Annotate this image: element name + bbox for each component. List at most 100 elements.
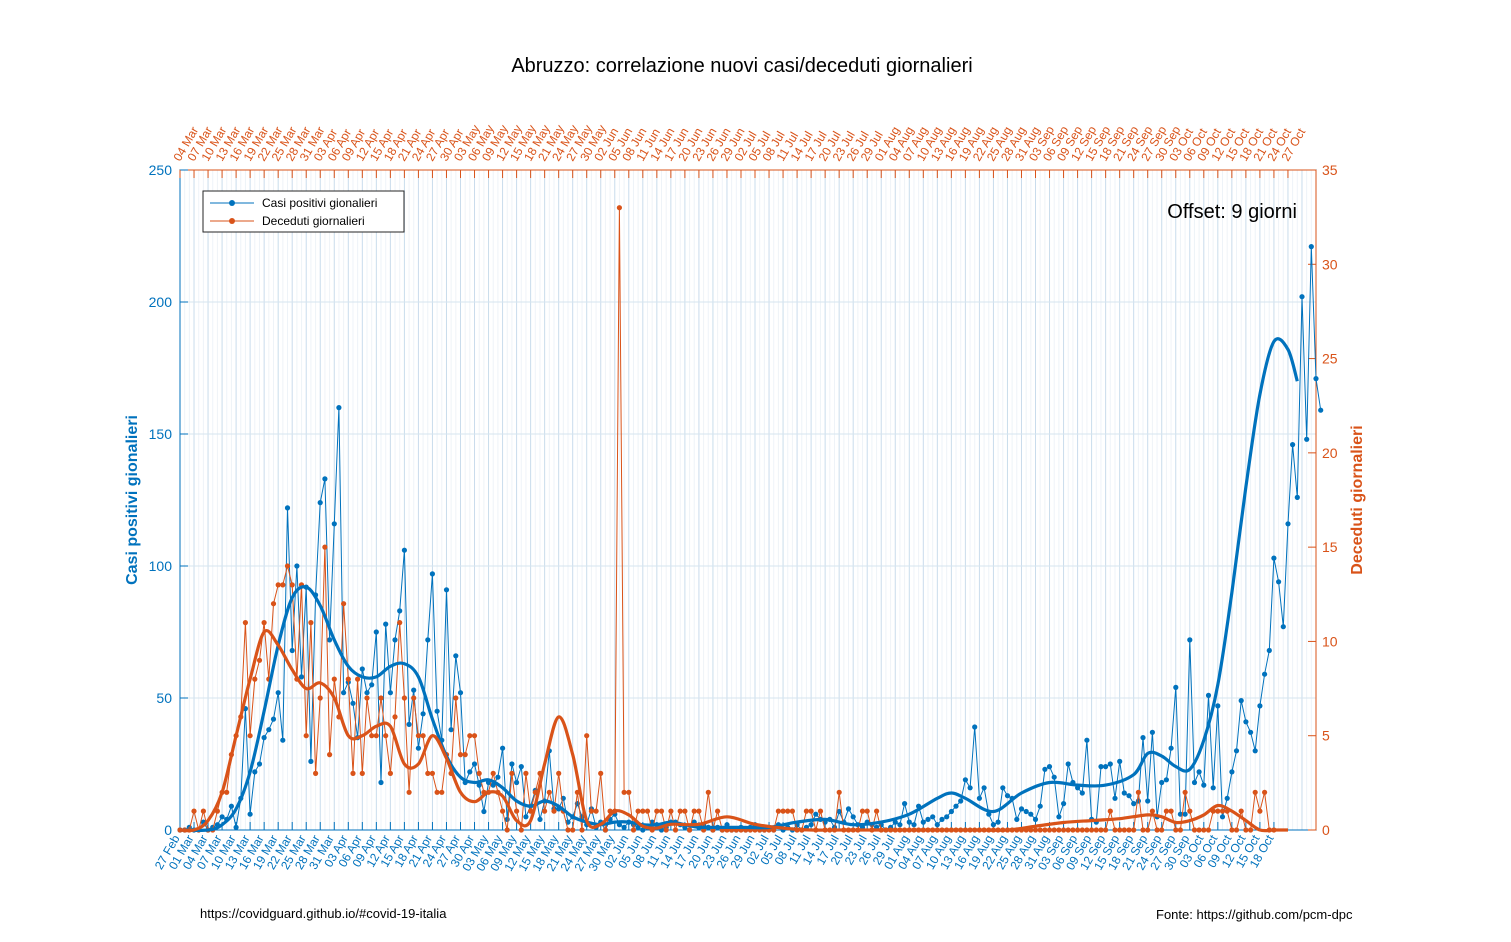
- data-point-cases: [1084, 737, 1090, 743]
- data-point-cases: [266, 727, 272, 733]
- y-tick-label-right: 35: [1322, 162, 1338, 178]
- data-point-cases: [1018, 806, 1025, 812]
- data-point-cases: [331, 521, 337, 527]
- data-point-cases: [1276, 579, 1282, 585]
- data-point-cases: [1112, 795, 1118, 801]
- data-point-deaths: [1075, 827, 1081, 833]
- data-point-cases: [1065, 761, 1071, 767]
- data-point-cases: [1023, 808, 1029, 815]
- data-point-deaths: [588, 808, 595, 814]
- data-point-cases: [256, 761, 263, 767]
- data-point-cases: [397, 608, 403, 614]
- y-tick-label-right: 15: [1322, 539, 1338, 555]
- data-point-deaths: [1084, 827, 1090, 833]
- data-point-cases: [387, 690, 393, 696]
- data-point-cases: [378, 779, 384, 786]
- data-point-deaths: [467, 733, 473, 739]
- data-point-deaths: [565, 827, 571, 833]
- data-point-cases: [1201, 782, 1207, 788]
- data-point-deaths: [476, 770, 482, 777]
- data-point-deaths: [616, 205, 623, 211]
- data-point-cases: [294, 563, 300, 569]
- data-point-cases: [252, 769, 258, 775]
- data-point-deaths: [1046, 827, 1053, 833]
- data-point-cases: [1318, 407, 1324, 413]
- y-axis-left-label: Casi positivi gionalieri: [124, 415, 141, 585]
- data-point-deaths: [691, 808, 697, 814]
- data-point-deaths: [364, 695, 370, 701]
- data-point-cases: [1042, 766, 1048, 772]
- data-point-cases: [1238, 698, 1244, 704]
- data-point-cases: [836, 808, 842, 815]
- data-point-cases: [944, 814, 950, 820]
- data-point-deaths: [1065, 827, 1071, 833]
- data-point-deaths: [275, 582, 281, 588]
- data-point-deaths: [523, 770, 529, 777]
- data-point-deaths: [509, 770, 515, 777]
- data-point-cases: [1000, 785, 1006, 791]
- data-point-cases: [906, 819, 912, 825]
- data-point-deaths: [355, 676, 361, 682]
- data-point-cases: [476, 782, 482, 788]
- data-point-cases: [1224, 795, 1230, 801]
- data-point-deaths: [439, 789, 445, 795]
- data-point-cases: [1028, 811, 1034, 817]
- data-point-deaths: [457, 752, 464, 758]
- data-point-deaths: [579, 827, 585, 833]
- data-point-deaths: [420, 733, 426, 739]
- data-point-deaths: [1079, 827, 1085, 833]
- data-point-deaths: [775, 808, 782, 814]
- data-point-cases: [523, 814, 529, 820]
- y-tick-label-left: 50: [156, 690, 172, 706]
- data-point-deaths: [345, 676, 351, 682]
- data-point-deaths: [542, 808, 548, 814]
- offset-annotation: Offset: 9 giorni: [1167, 201, 1297, 223]
- data-point-cases: [247, 811, 253, 817]
- data-point-cases: [1252, 748, 1258, 754]
- data-point-cases: [1233, 748, 1240, 754]
- y-tick-label-left: 0: [164, 822, 172, 838]
- data-point-cases: [850, 814, 856, 820]
- data-point-deaths: [1163, 808, 1169, 814]
- footer-data-source[interactable]: Fonte: https://github.com/pcm-dpc: [1156, 907, 1353, 922]
- data-point-cases: [1056, 814, 1062, 820]
- data-point-deaths: [280, 582, 286, 588]
- data-point-cases: [415, 745, 421, 751]
- data-point-cases: [1061, 801, 1067, 807]
- data-point-cases: [1215, 703, 1221, 709]
- data-point-cases: [1229, 769, 1235, 775]
- data-point-cases: [392, 637, 398, 643]
- data-point-cases: [1135, 798, 1141, 804]
- trend-line-cases: [179, 337, 1299, 832]
- data-point-cases: [514, 779, 520, 786]
- data-point-cases: [537, 816, 543, 823]
- data-point-deaths: [672, 827, 679, 833]
- data-point-deaths: [696, 808, 702, 814]
- data-point-cases: [233, 824, 239, 831]
- data-point-cases: [635, 824, 641, 831]
- data-point-deaths: [677, 808, 683, 814]
- data-point-deaths: [1215, 808, 1221, 814]
- data-point-deaths: [1037, 827, 1043, 833]
- data-point-cases: [1159, 779, 1165, 786]
- data-point-deaths: [242, 620, 248, 626]
- data-point-cases: [1182, 811, 1188, 817]
- data-point-cases: [401, 547, 407, 553]
- data-point-cases: [429, 571, 435, 577]
- data-point-cases: [219, 814, 225, 820]
- data-point-cases: [443, 587, 450, 593]
- data-point-deaths: [200, 808, 206, 814]
- legend-label-cases: Casi positivi gionalieri: [262, 196, 377, 210]
- data-point-deaths: [1112, 827, 1118, 833]
- data-point-deaths: [504, 827, 510, 833]
- data-point-deaths: [303, 733, 309, 739]
- footer-source-link[interactable]: https://covidguard.github.io/#covid-19-i…: [200, 906, 447, 921]
- data-point-deaths: [392, 714, 398, 720]
- data-point-deaths: [1117, 827, 1123, 833]
- data-point-deaths: [322, 544, 328, 550]
- data-point-deaths: [1056, 827, 1062, 833]
- data-point-deaths: [836, 789, 842, 795]
- data-point-deaths: [1140, 827, 1146, 833]
- data-point-cases: [1257, 703, 1263, 709]
